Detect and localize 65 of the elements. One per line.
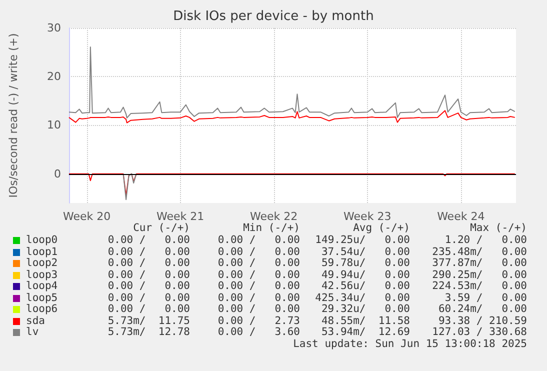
- text: 0.00 / 0.00: [108, 280, 190, 292]
- text: Min (-/+): [243, 222, 300, 234]
- text: 0.00 / 3.60: [218, 326, 300, 338]
- text: 59.78u/ 0.00: [321, 257, 410, 269]
- text: 60.24m/ 0.00: [438, 303, 527, 315]
- text: 48.55m/ 11.58: [321, 314, 410, 326]
- line-series: [68, 173, 516, 196]
- text: 5.73m/ 12.78: [108, 326, 190, 338]
- text: 3.59 / 0.00: [444, 292, 527, 304]
- y-tick-label: 30: [47, 22, 61, 34]
- legend-label: loop0: [26, 234, 58, 246]
- text: 0.00 / 0.00: [218, 292, 300, 304]
- x-tick-label: Week 21: [156, 210, 204, 223]
- text: 5.73m/ 11.75: [108, 314, 190, 326]
- legend-label: loop1: [26, 246, 58, 258]
- text: 0.00 / 0.00: [108, 292, 190, 304]
- text: 0.00 / 0.00: [218, 268, 300, 280]
- text: Avg (-/+): [353, 222, 410, 234]
- text: 0.00 / 0.00: [108, 246, 190, 258]
- text: 290.25m/ 0.00: [432, 268, 527, 280]
- line-series: [68, 110, 516, 124]
- text: 0.00 / 0.00: [218, 257, 300, 269]
- text: Max (-/+): [470, 222, 527, 234]
- text: 127.03 / 330.68: [432, 326, 527, 338]
- text: 0.00 / 0.00: [218, 246, 300, 258]
- line-series: [122, 173, 137, 200]
- legend-label: loop5: [26, 292, 58, 304]
- text: 37.54u/ 0.00: [321, 246, 410, 258]
- y-tick-label: 20: [47, 70, 61, 84]
- text: 149.25u/ 0.00: [315, 234, 410, 246]
- y-tick-label: 0: [54, 167, 61, 180]
- x-tick-label: Week 20: [62, 210, 111, 223]
- text: 1.20 / 0.00: [444, 234, 527, 246]
- text: 42.56u/ 0.00: [321, 280, 410, 292]
- chart-title: Disk IOs per device - by month: [173, 9, 374, 24]
- legend-label: lv: [26, 326, 39, 338]
- text: 0.00 / 0.00: [218, 280, 300, 292]
- x-tick-label: Week 24: [437, 210, 485, 223]
- y-tick-label: 10: [47, 118, 61, 132]
- text: 0.00 / 0.00: [218, 303, 300, 315]
- text: 0.00 / 0.00: [108, 303, 190, 315]
- text: 93.38 / 210.59: [438, 314, 527, 326]
- text: Cur (-/+): [133, 222, 190, 234]
- text: 0.00 / 0.00: [108, 234, 190, 246]
- legend-label: loop2: [26, 257, 58, 269]
- text: 0.00 / 0.00: [108, 268, 190, 280]
- text: 377.87m/ 0.00: [432, 257, 527, 269]
- text: 0.00 / 0.00: [218, 234, 300, 246]
- text: 49.94u/ 0.00: [321, 268, 410, 280]
- legend-label: sda: [26, 314, 45, 326]
- x-tick-label: Week 23: [344, 210, 392, 223]
- legend-label: loop3: [26, 268, 58, 280]
- text: 0.00 / 2.73: [218, 314, 300, 326]
- y-axis-title: IOs/second read (-) / write (+): [7, 33, 20, 198]
- text: 29.32u/ 0.00: [321, 303, 410, 315]
- line-series: [68, 46, 516, 118]
- text: Last update: Sun Jun 15 13:00:18 2025: [293, 338, 527, 350]
- legend-label: loop6: [26, 303, 58, 315]
- text: 53.94m/ 12.69: [321, 326, 410, 338]
- text: 235.48m/ 0.00: [432, 246, 527, 258]
- text: 425.34u/ 0.00: [315, 292, 410, 304]
- text: 224.53m/ 0.00: [432, 280, 527, 292]
- legend-label: loop4: [26, 280, 58, 292]
- text: 0.00 / 0.00: [108, 257, 190, 269]
- x-tick-label: Week 22: [250, 210, 298, 223]
